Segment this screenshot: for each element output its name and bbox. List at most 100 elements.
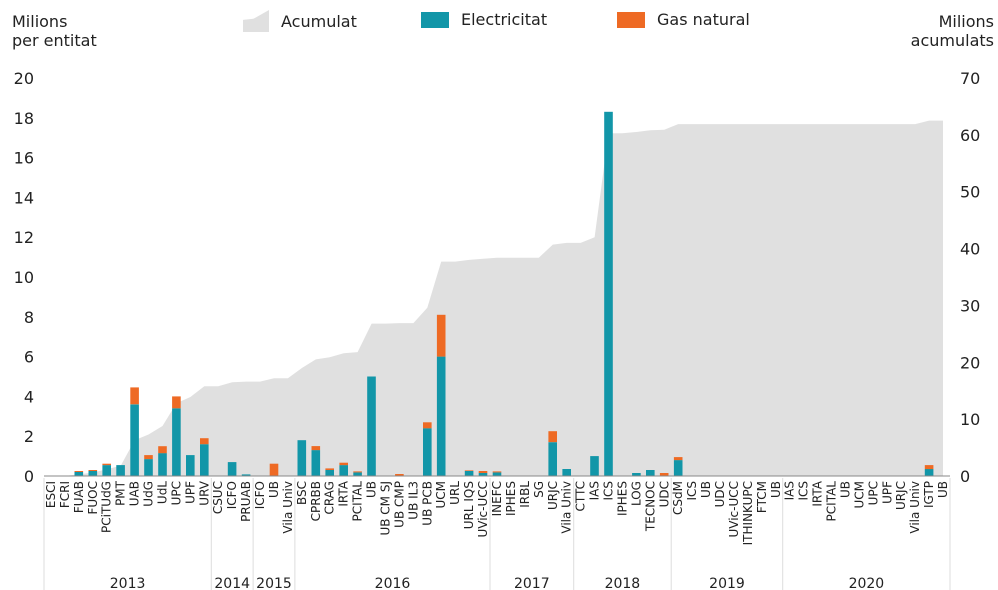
y2-tick-label: 20: [960, 353, 980, 372]
y2-tick-label: 70: [960, 69, 980, 88]
bar-electricity: [492, 472, 502, 476]
category-label: ICS: [797, 481, 811, 501]
category-label: Vila Univ: [560, 481, 574, 534]
bar-electricity: [604, 111, 613, 477]
category-label: UVic-UCC: [727, 481, 741, 538]
bar-electricity: [200, 444, 209, 476]
category-label: UB: [936, 481, 950, 498]
bar-electricity: [548, 442, 557, 476]
year-label: 2016: [375, 576, 411, 590]
y-tick-label: 14: [14, 188, 34, 207]
legend-gas-swatch: [617, 11, 645, 28]
category-label: UB: [699, 481, 713, 498]
legend-accumulated: Acumulat: [243, 10, 357, 32]
bar-electricity: [924, 469, 934, 476]
y2-tick-label: 40: [960, 240, 980, 259]
legend-accumulated-label: Acumulat: [281, 11, 357, 31]
bar-electricity: [227, 462, 237, 476]
bar-gas: [339, 462, 348, 466]
category-label: UAB: [128, 481, 142, 506]
category-label: IAS: [588, 481, 602, 500]
category-label: URV: [197, 480, 211, 505]
category-label: UPC: [169, 481, 183, 505]
year-label: 2020: [849, 576, 885, 590]
bar-gas: [673, 457, 683, 461]
accumulated-area: [50, 120, 943, 476]
bar-gas: [659, 473, 669, 476]
category-label: CSUC: [211, 481, 225, 514]
category-label: UPC: [866, 481, 880, 505]
category-label: SG: [532, 481, 546, 498]
category-label: Vila Univ: [281, 481, 295, 534]
category-label: UB: [267, 481, 281, 498]
bar-electricity: [339, 465, 348, 476]
bar-electricity: [562, 469, 571, 476]
category-label: URJC: [546, 481, 560, 510]
category-label: PCiTUdG: [100, 481, 114, 533]
bar-electricity: [116, 465, 125, 476]
year-label: 2014: [214, 576, 250, 590]
category-label: UCM: [852, 481, 866, 509]
category-label: CSdM: [671, 481, 685, 515]
category-label: PCITAL: [825, 481, 839, 522]
bar-gas: [144, 455, 153, 460]
category-label: TECNOC: [643, 481, 657, 532]
category-label: UB CM SJ: [379, 481, 393, 536]
category-label: URL IQS: [462, 481, 476, 529]
bar-electricity: [464, 471, 474, 476]
y-axis-title-left-line1: Milions: [12, 12, 68, 31]
bar-gas: [924, 465, 934, 470]
category-label: IAS: [783, 481, 797, 500]
category-label: PRUAB: [239, 481, 253, 522]
bar-electricity: [74, 472, 84, 476]
category-label: UB: [839, 481, 853, 498]
category-label: UDC: [713, 481, 727, 507]
category-label: FCRI: [58, 481, 72, 508]
category-label: IRBL: [518, 481, 532, 508]
bar-electricity: [297, 440, 307, 476]
y-axis-title-left-line2: per entitat: [12, 31, 97, 50]
category-label: UB: [769, 481, 783, 498]
year-label: 2019: [709, 576, 745, 590]
bar-electricity: [632, 473, 641, 476]
bar-electricity: [172, 408, 181, 476]
bar-electricity: [673, 460, 683, 476]
category-label: UB PCB: [420, 481, 434, 526]
y-tick-label: 2: [24, 427, 34, 446]
year-label: 2013: [110, 576, 146, 590]
y-tick-label: 16: [14, 149, 34, 168]
y-axis-title-right-line1: Milions: [938, 12, 994, 31]
category-label: IGTP: [922, 481, 936, 508]
y-tick-label: 6: [24, 348, 34, 367]
category-label: CTTC: [574, 481, 588, 512]
bar-gas: [548, 431, 557, 443]
category-label: UPF: [183, 481, 197, 504]
legend-electricity: Electricitat: [421, 10, 547, 29]
bar-gas: [158, 446, 167, 454]
legend-electricity-swatch: [421, 11, 449, 28]
y2-tick-label: 30: [960, 296, 980, 315]
bar-gas: [353, 471, 362, 473]
category-label: UCM: [434, 481, 448, 509]
category-label: CRAG: [323, 481, 337, 515]
y-axis-title-right: Milions acumulats: [911, 12, 994, 50]
bar-electricity: [423, 428, 432, 476]
bar-gas: [492, 471, 502, 473]
y-tick-label: 10: [14, 268, 34, 287]
year-label: 2017: [514, 576, 550, 590]
category-label: BSC: [295, 481, 309, 505]
category-label: UB: [365, 481, 379, 498]
y-tick-label: 12: [14, 228, 34, 247]
category-label: ICS: [602, 481, 616, 501]
bar-electricity: [436, 356, 446, 476]
bar-gas: [88, 470, 98, 471]
bar-electricity: [325, 470, 334, 476]
year-label: 2015: [256, 576, 292, 590]
bar-gas: [478, 471, 488, 473]
category-label: IRTA: [337, 480, 351, 506]
category-label: CPRBB: [309, 481, 323, 521]
category-label: Vila Univ: [908, 481, 922, 534]
bar-electricity: [311, 450, 321, 476]
bar-electricity: [102, 465, 111, 476]
